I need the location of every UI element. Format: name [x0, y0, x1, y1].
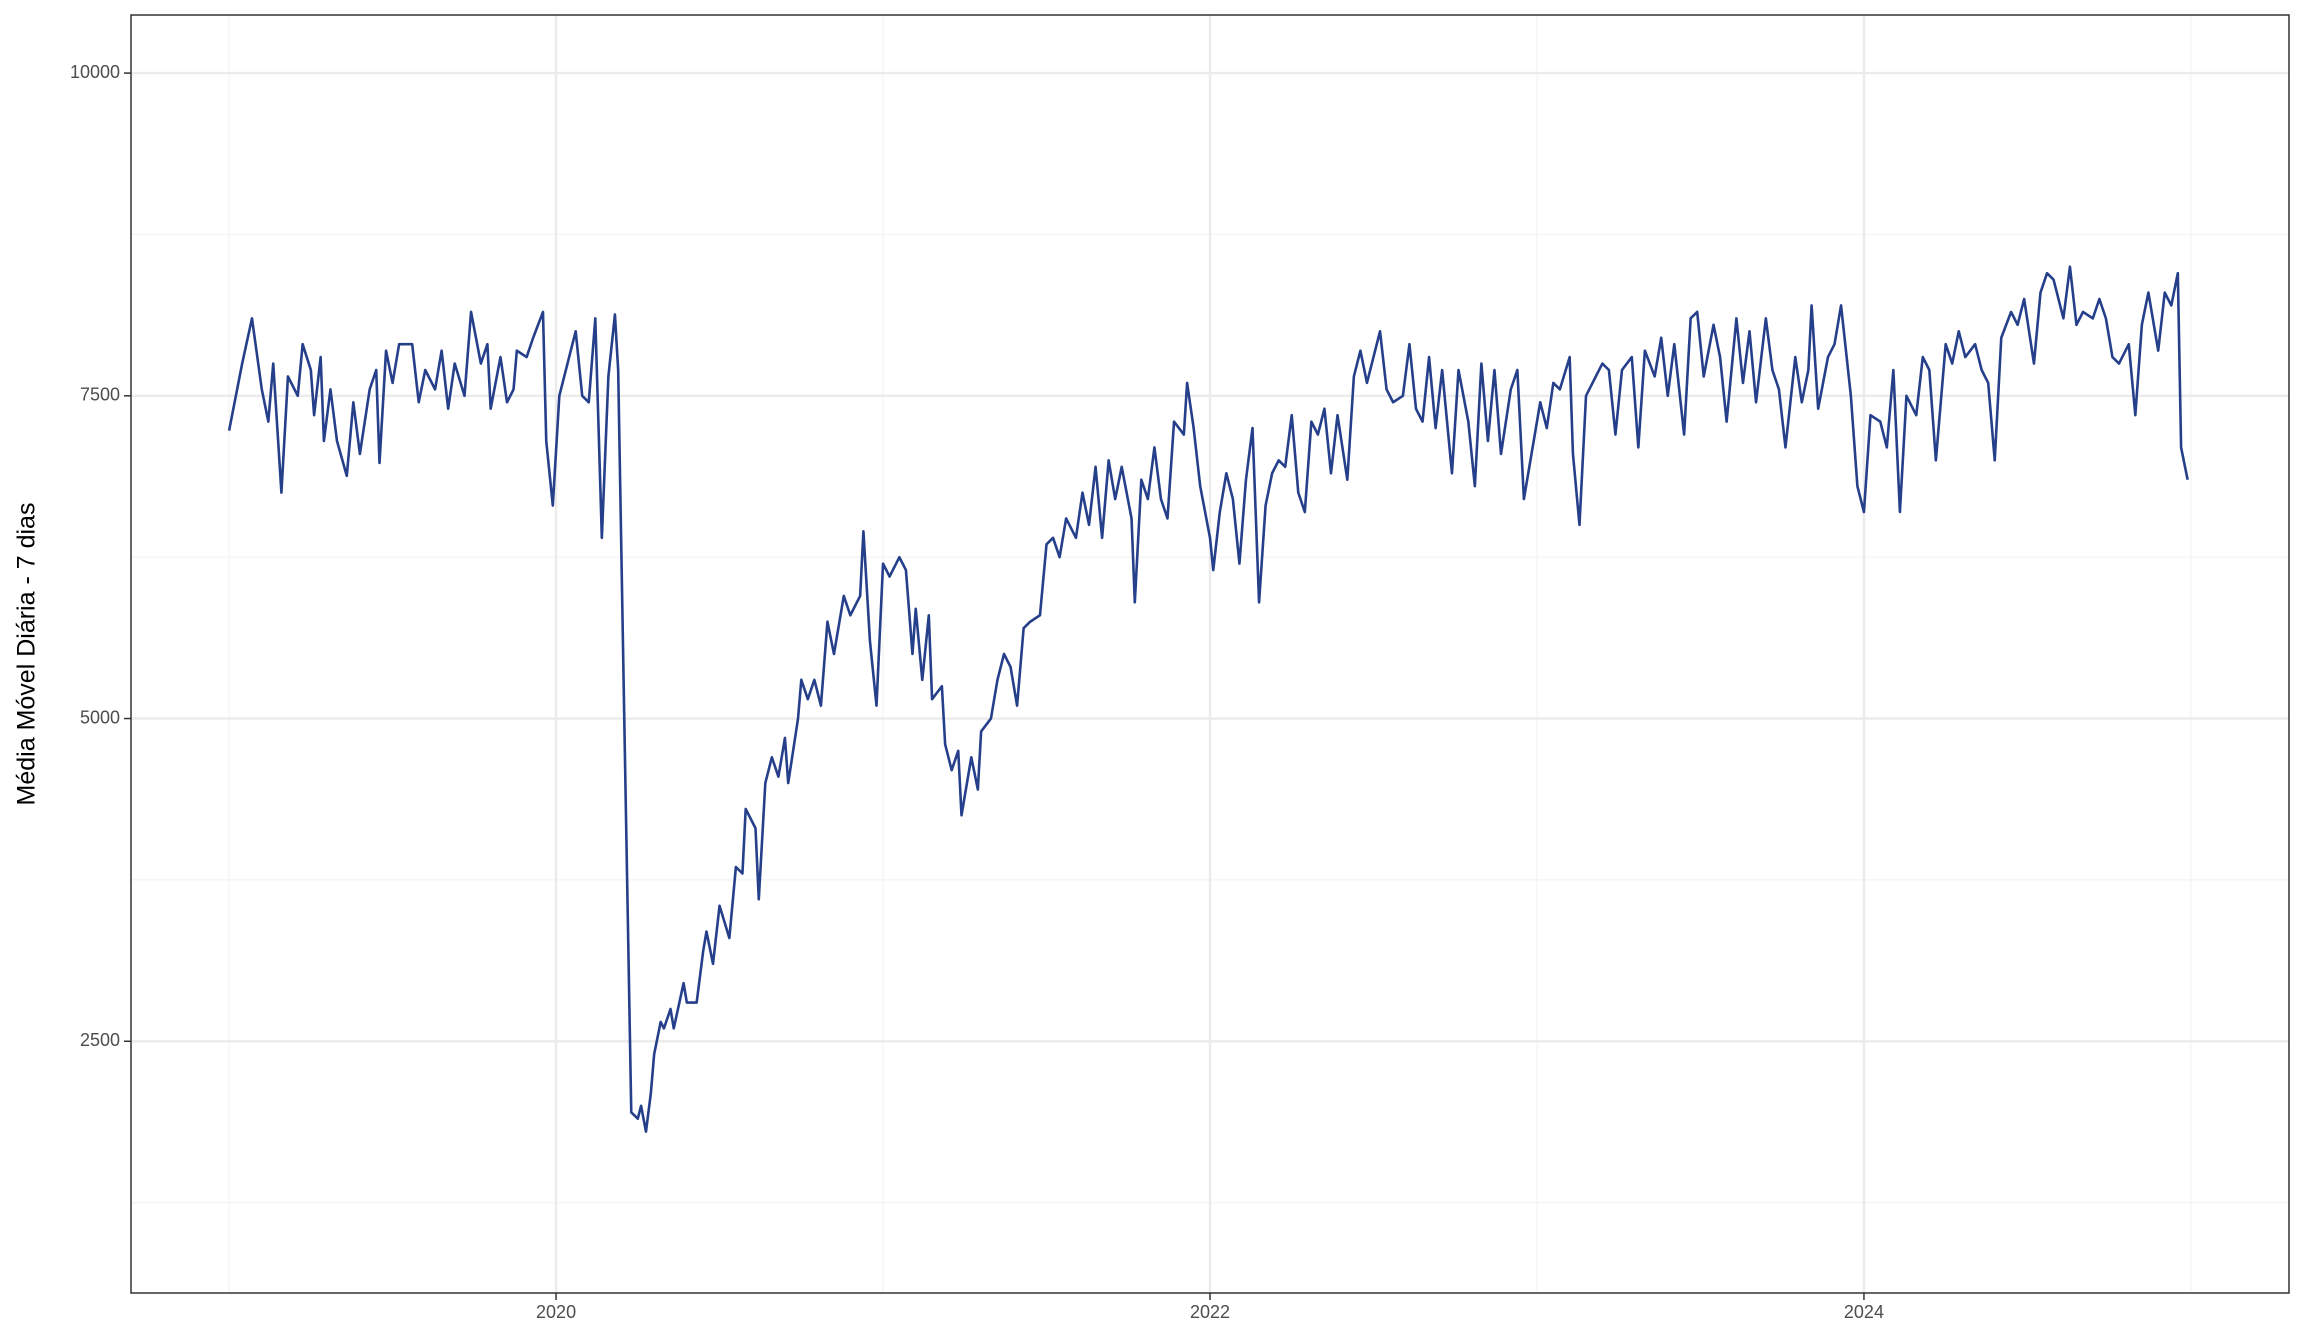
x-tick-label: 2024: [1844, 1302, 1884, 1322]
y-tick-label: 7500: [80, 385, 120, 405]
y-axis-title: Média Móvel Diária - 7 dias: [13, 503, 41, 806]
x-tick-label: 2020: [536, 1302, 576, 1322]
y-tick-label: 10000: [70, 62, 120, 82]
x-tick-label: 2022: [1190, 1302, 1230, 1322]
y-tick-label: 5000: [80, 707, 120, 727]
panel-border: [130, 14, 2290, 1294]
y-tick-label: 2500: [80, 1030, 120, 1050]
data-line: [227, 265, 2189, 1133]
